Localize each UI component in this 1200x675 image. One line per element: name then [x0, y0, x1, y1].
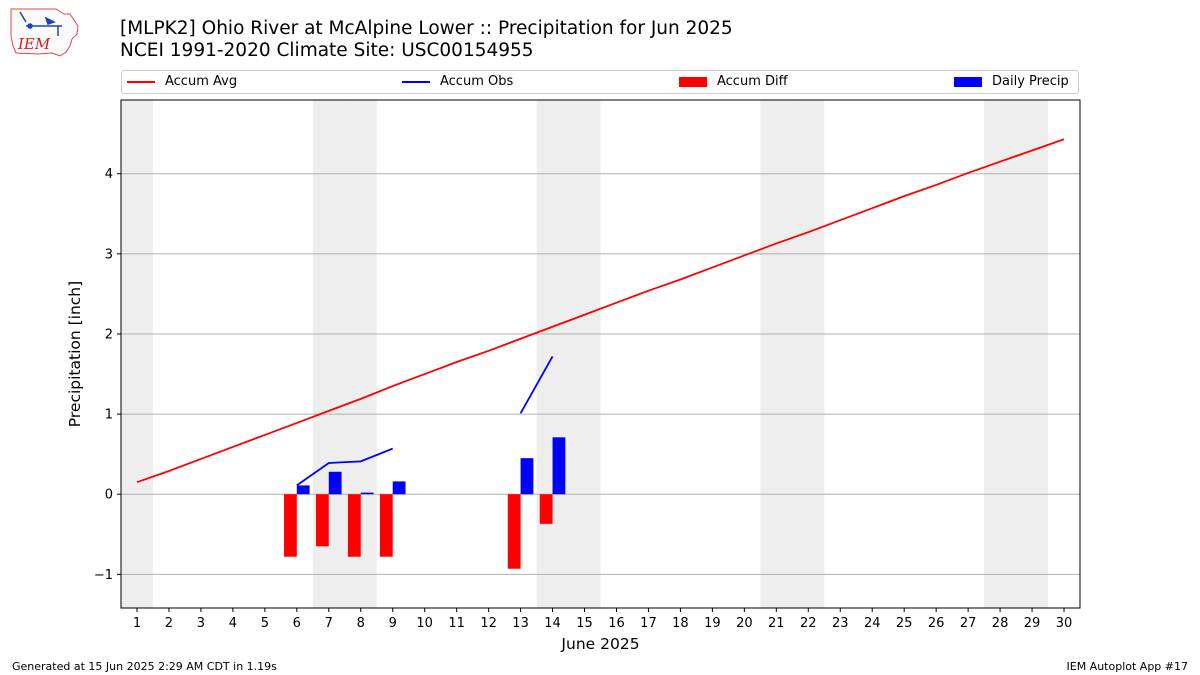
x-tick-label: 7	[325, 616, 333, 631]
x-tick-label: 12	[480, 616, 497, 631]
x-tick-label: 20	[736, 616, 753, 631]
x-tick-label: 15	[576, 616, 593, 631]
iem-logo: IEM	[10, 8, 79, 57]
accum-diff-bar	[507, 494, 521, 569]
x-tick-label: 29	[1024, 616, 1041, 631]
daily-precip-bar	[360, 492, 374, 495]
x-tick-label: 9	[389, 616, 397, 631]
y-tick-label: 2	[105, 327, 113, 342]
plot-frame	[120, 99, 1081, 609]
accum-diff-bar	[379, 494, 393, 557]
weekend-band	[568, 100, 601, 608]
x-tick-label: 11	[448, 616, 465, 631]
daily-precip-bar	[296, 485, 310, 495]
accum-diff-bar	[539, 494, 553, 524]
x-tick-label: 21	[768, 616, 785, 631]
legend-label-accum-obs: Accum Obs	[440, 74, 514, 89]
state-outline-icon	[10, 8, 79, 57]
x-tick-label: 10	[416, 616, 433, 631]
weekend-band	[121, 100, 153, 608]
chart-subtitle: NCEI 1991-2020 Climate Site: USC00154955	[120, 40, 534, 61]
legend-item-accum-diff: Accum Diff	[679, 74, 788, 89]
footer-generated: Generated at 15 Jun 2025 2:29 AM CDT in …	[12, 660, 277, 673]
legend-swatch-accum-obs	[402, 80, 430, 83]
legend-label-daily-precip: Daily Precip	[992, 74, 1069, 89]
x-tick-label: 6	[293, 616, 301, 631]
chart-title: [MLPK2] Ohio River at McAlpine Lower :: …	[120, 18, 733, 39]
x-tick-label: 23	[832, 616, 849, 631]
accum-diff-bar	[347, 494, 361, 557]
weather-instrument-icon	[19, 11, 62, 36]
x-tick-label: 14	[544, 616, 561, 631]
x-tick-label: 3	[197, 616, 205, 631]
weekend-band	[984, 100, 1017, 608]
legend-swatch-accum-avg	[127, 80, 155, 83]
x-tick-label: 1	[133, 616, 141, 631]
daily-precip-bar	[392, 481, 406, 495]
legend-item-daily-precip: Daily Precip	[954, 74, 1069, 89]
accum-obs-line	[519, 355, 554, 414]
weekend-band	[536, 100, 569, 608]
x-tick-label: 18	[672, 616, 689, 631]
x-axis-label: June 2025	[560, 635, 639, 653]
legend-item-accum-avg: Accum Avg	[127, 74, 237, 89]
daily-precip-bar	[520, 458, 534, 495]
legend-swatch-daily-precip	[954, 76, 982, 87]
legend-label-accum-avg: Accum Avg	[165, 74, 238, 89]
x-tick-label: 30	[1056, 616, 1073, 631]
legend-label-accum-diff: Accum Diff	[717, 74, 788, 89]
x-tick-label: 22	[800, 616, 817, 631]
x-tick-label: 19	[704, 616, 721, 631]
daily-precip-bar	[552, 437, 566, 495]
y-tick-label: −1	[94, 568, 113, 583]
weekend-band	[792, 100, 825, 608]
x-tick-label: 28	[992, 616, 1009, 631]
logo-text: IEM	[17, 35, 51, 53]
accum-obs-line	[296, 447, 394, 487]
x-tick-label: 2	[165, 616, 173, 631]
accum-avg-line	[136, 138, 1065, 484]
daily-precip-bar	[328, 471, 342, 495]
accum-diff-bar	[284, 494, 297, 557]
x-tick-label: 27	[960, 616, 977, 631]
x-tick-label: 24	[864, 616, 881, 631]
legend: Accum Avg Accum Obs Accum Diff Daily Pre…	[121, 70, 1079, 94]
x-tick-label: 8	[357, 616, 365, 631]
y-tick-label: 1	[105, 408, 113, 423]
footer-app: IEM Autoplot App #17	[1066, 660, 1189, 673]
x-tick-label: 25	[896, 616, 913, 631]
x-tick-label: 26	[928, 616, 945, 631]
x-tick-label: 4	[229, 616, 237, 631]
x-tick-label: 17	[640, 616, 657, 631]
x-tick-label: 13	[512, 616, 529, 631]
x-tick-label: 5	[261, 616, 269, 631]
x-tick-label: 16	[608, 616, 625, 631]
legend-swatch-accum-diff	[679, 76, 707, 87]
y-tick-label: 4	[105, 167, 113, 182]
legend-item-accum-obs: Accum Obs	[402, 74, 513, 89]
y-axis-label: Precipitation [inch]	[66, 281, 84, 427]
y-tick-label: 0	[105, 488, 113, 503]
y-tick-label: 3	[105, 247, 113, 262]
accum-diff-bar	[315, 494, 329, 547]
weekend-band	[760, 100, 793, 608]
weekend-band	[1016, 100, 1049, 608]
